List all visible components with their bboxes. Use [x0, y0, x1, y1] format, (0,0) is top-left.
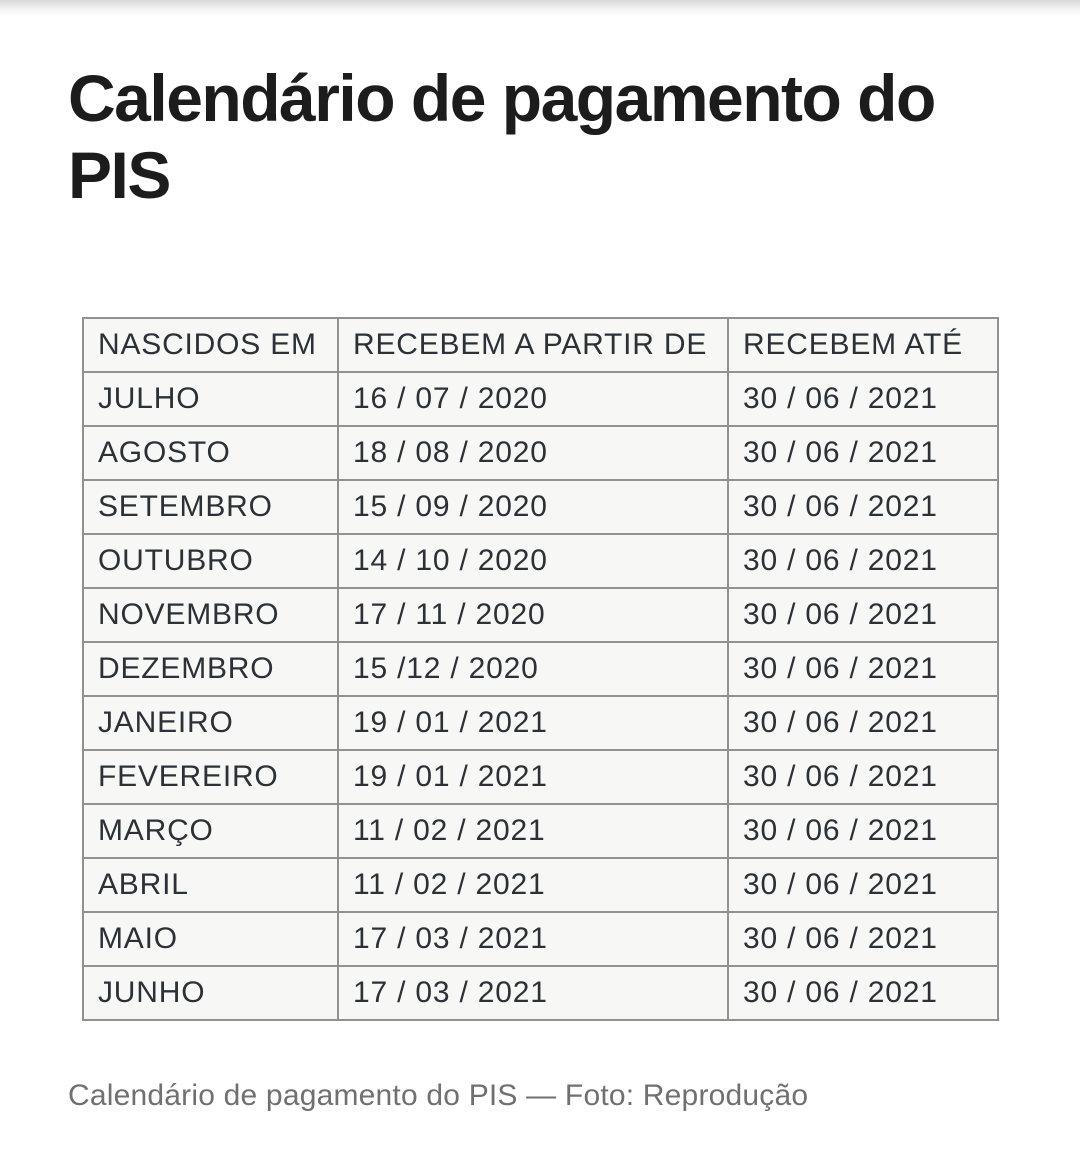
table-cell: 30 / 06 / 2021 [727, 587, 999, 644]
table-row: JUNHO 17 / 03 / 2021 30 / 06 / 2021 [82, 965, 999, 1022]
table-cell: AGOSTO [82, 425, 339, 482]
table-cell: JUNHO [82, 965, 339, 1022]
column-header: RECEBEM ATÉ [727, 317, 999, 374]
table-cell: MARÇO [82, 803, 339, 860]
table-cell: 30 / 06 / 2021 [727, 695, 999, 752]
table-row: SETEMBRO 15 / 09 / 2020 30 / 06 / 2021 [82, 479, 999, 536]
table-cell: 11 / 02 / 2021 [337, 857, 729, 914]
figure-caption: Calendário de pagamento do PIS — Foto: R… [68, 1079, 809, 1113]
table-row: MARÇO 11 / 02 / 2021 30 / 06 / 2021 [82, 803, 999, 860]
table-cell: 17 / 03 / 2021 [337, 965, 729, 1022]
table-cell: 14 / 10 / 2020 [337, 533, 729, 590]
table-cell: 15 / 09 / 2020 [337, 479, 729, 536]
table-cell: SETEMBRO [82, 479, 339, 536]
table-cell: 11 / 02 / 2021 [337, 803, 729, 860]
table-cell: 30 / 06 / 2021 [727, 479, 999, 536]
table-cell: 30 / 06 / 2021 [727, 911, 999, 968]
table-row: ABRIL 11 / 02 / 2021 30 / 06 / 2021 [82, 857, 999, 914]
table-cell: FEVEREIRO [82, 749, 339, 806]
table-cell: NOVEMBRO [82, 587, 339, 644]
column-header: NASCIDOS EM [82, 317, 339, 374]
table-row: OUTUBRO 14 / 10 / 2020 30 / 06 / 2021 [82, 533, 999, 590]
table-cell: 18 / 08 / 2020 [337, 425, 729, 482]
page-title: Calendário de pagamento do PIS [68, 61, 936, 212]
table-cell: MAIO [82, 911, 339, 968]
table-row: MAIO 17 / 03 / 2021 30 / 06 / 2021 [82, 911, 999, 968]
table-cell: JANEIRO [82, 695, 339, 752]
payment-calendar-table: NASCIDOS EM RECEBEM A PARTIR DE RECEBEM AT… [82, 317, 999, 1022]
table-cell: 19 / 01 / 2021 [337, 749, 729, 806]
table-header-row: NASCIDOS EM RECEBEM A PARTIR DE RECEBEM AT… [82, 317, 999, 374]
top-gradient-band [0, 0, 1080, 16]
table-cell: 30 / 06 / 2021 [727, 857, 999, 914]
table-cell: 17 / 03 / 2021 [337, 911, 729, 968]
table-row: DEZEMBRO 15 /12 / 2020 30 / 06 / 2021 [82, 641, 999, 698]
table-cell: DEZEMBRO [82, 641, 339, 698]
table-cell: JULHO [82, 371, 339, 428]
table-row: FEVEREIRO 19 / 01 / 2021 30 / 06 / 2021 [82, 749, 999, 806]
calendar-figure: NASCIDOS EM RECEBEM A PARTIR DE RECEBEM AT… [0, 317, 1080, 1113]
table-cell: OUTUBRO [82, 533, 339, 590]
table-cell: 16 / 07 / 2020 [337, 371, 729, 428]
table-cell: 30 / 06 / 2021 [727, 965, 999, 1022]
table-cell: 30 / 06 / 2021 [727, 371, 999, 428]
table-cell: 30 / 06 / 2021 [727, 749, 999, 806]
table-cell: 30 / 06 / 2021 [727, 641, 999, 698]
table-row: AGOSTO 18 / 08 / 2020 30 / 06 / 2021 [82, 425, 999, 482]
table-cell: 30 / 06 / 2021 [727, 803, 999, 860]
table-cell: 30 / 06 / 2021 [727, 533, 999, 590]
table-row: JANEIRO 19 / 01 / 2021 30 / 06 / 2021 [82, 695, 999, 752]
table-cell: 30 / 06 / 2021 [727, 425, 999, 482]
table-cell: 15 /12 / 2020 [337, 641, 729, 698]
table-row: JULHO 16 / 07 / 2020 30 / 06 / 2021 [82, 371, 999, 428]
table-cell: 19 / 01 / 2021 [337, 695, 729, 752]
table-cell: ABRIL [82, 857, 339, 914]
table-cell: 17 / 11 / 2020 [337, 587, 729, 644]
column-header: RECEBEM A PARTIR DE [337, 317, 729, 374]
table-row: NOVEMBRO 17 / 11 / 2020 30 / 06 / 2021 [82, 587, 999, 644]
